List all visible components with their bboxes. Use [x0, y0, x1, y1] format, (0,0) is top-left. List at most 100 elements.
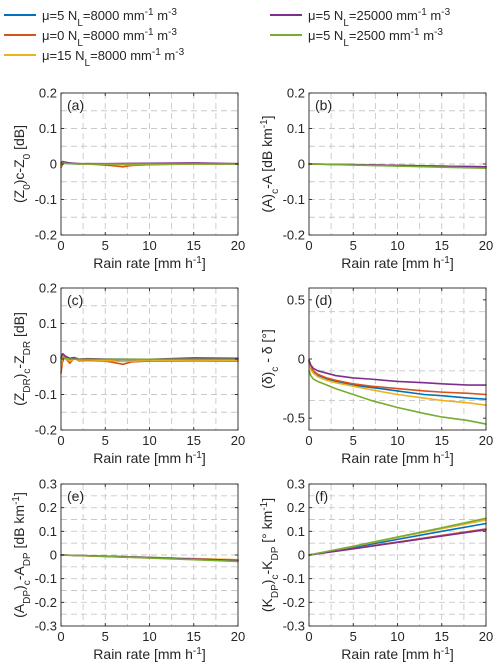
x-tick-label: 20 — [479, 433, 493, 448]
x-tick-label: 20 — [231, 629, 245, 644]
y-tick-label: 0.1 — [39, 121, 57, 136]
y-tick-label: 0 — [298, 352, 305, 367]
y-tick-label: 0.2 — [39, 86, 57, 101]
x-tick-label: 20 — [479, 629, 493, 644]
x-tick-label: 15 — [435, 433, 449, 448]
x-axis-label: Rain rate [mm h-1] — [341, 450, 453, 467]
y-tick-label: -0.5 — [283, 411, 305, 426]
x-tick-label: 5 — [350, 238, 357, 253]
legend-entry: μ=15 NL=8000 mm-1 m-3 — [4, 47, 185, 69]
y-axis-label: (Z0)c-Z0 [dB] — [11, 125, 33, 203]
x-tick-label: 20 — [231, 238, 245, 253]
y-tick-label: -0.1 — [35, 571, 57, 586]
y-tick-label: 0.5 — [287, 292, 305, 307]
legend-entry: μ=5 NL=8000 mm-1 m-3 — [4, 7, 177, 29]
x-tick-label: 5 — [102, 629, 109, 644]
x-tick-label: 0 — [57, 238, 64, 253]
x-tick-label: 15 — [187, 629, 201, 644]
series-line-4 — [308, 528, 487, 556]
y-tick-label: 0.2 — [39, 500, 57, 515]
x-tick-label: 0 — [57, 629, 64, 644]
y-tick-label: 0 — [298, 548, 305, 563]
legend-label: μ=5 NL=25000 mm-1 m-3 — [308, 7, 451, 29]
y-tick-label: -0.2 — [35, 423, 57, 438]
y-tick-label: -0.1 — [283, 571, 305, 586]
y-axis-label: (δ)c - δ [°] — [259, 329, 281, 389]
x-tick-label: 10 — [390, 629, 404, 644]
y-tick-label: 0.1 — [39, 524, 57, 539]
series-line-2 — [308, 359, 487, 396]
series-line-3 — [308, 361, 487, 406]
y-tick-label: 0.1 — [287, 524, 305, 539]
y-tick-label: -0.2 — [35, 595, 57, 610]
y-tick-label: 0.1 — [39, 316, 57, 331]
x-tick-label: 0 — [305, 238, 312, 253]
legend-label: μ=15 NL=8000 mm-1 m-3 — [42, 47, 185, 69]
panel-a: 0 5 10 15 20 -0.2 -0.1 0 0.1 0.2 Rain rate [mm h-1… — [11, 86, 245, 272]
series-line-5 — [60, 554, 239, 563]
y-tick-label: 0.2 — [287, 500, 305, 515]
legend-label: μ=5 NL=2500 mm-1 m-3 — [308, 27, 443, 49]
x-axis-label: Rain rate [mm h-1] — [93, 450, 205, 467]
x-tick-label: 0 — [57, 433, 64, 448]
x-tick-label: 10 — [390, 433, 404, 448]
y-tick-label: -0.1 — [283, 192, 305, 207]
y-tick-label: -0.2 — [283, 228, 305, 243]
y-tick-label: 0.1 — [287, 121, 305, 136]
y-axis-label: (ADP)c-ADP [dB km-1] — [11, 492, 33, 618]
y-tick-label: -0.3 — [283, 619, 305, 634]
x-tick-label: 15 — [435, 238, 449, 253]
y-tick-label: -0.2 — [35, 228, 57, 243]
y-axis-label: (KDP)c-KDP [° km-1] — [259, 498, 281, 612]
legend-label: μ=0 NL=8000 mm-1 m-3 — [42, 27, 177, 49]
legend-entry: μ=5 NL=25000 mm-1 m-3 — [270, 7, 451, 29]
panel-label: (f) — [315, 488, 328, 504]
y-axis-label: (A)c-A [dB km-1] — [259, 115, 281, 212]
x-tick-label: 10 — [142, 433, 156, 448]
x-tick-label: 5 — [102, 433, 109, 448]
panel-label: (a) — [67, 97, 84, 113]
legend-entry: μ=5 NL=2500 mm-1 m-3 — [270, 27, 443, 49]
series-line-5 — [60, 356, 239, 361]
panel-label: (b) — [315, 97, 332, 113]
legend-entry: μ=0 NL=8000 mm-1 m-3 — [4, 27, 177, 49]
x-tick-label: 15 — [187, 238, 201, 253]
panel-f: 0 5 10 15 20 -0.3 -0.2 -0.1 0 0.1 0.2 0.3 Rain rate … — [259, 477, 494, 663]
panel-b: 0 5 10 15 20 -0.2 -0.1 0 0.1 0.2 Rain rate [mm h-1… — [259, 86, 494, 272]
series-line-5 — [60, 162, 239, 165]
y-tick-label: 0.3 — [287, 477, 305, 492]
y-tick-label: -0.2 — [283, 595, 305, 610]
x-tick-label: 0 — [305, 629, 312, 644]
series-line-5 — [308, 163, 487, 170]
panel-label: (d) — [315, 292, 332, 308]
y-tick-label: 0 — [50, 352, 57, 367]
legend-label: μ=5 NL=8000 mm-1 m-3 — [42, 7, 177, 29]
y-tick-label: -0.1 — [35, 192, 57, 207]
x-tick-label: 10 — [390, 238, 404, 253]
x-tick-label: 5 — [350, 433, 357, 448]
y-tick-label: 0 — [298, 157, 305, 172]
x-axis-label: Rain rate [mm h-1] — [93, 255, 205, 272]
x-axis-label: Rain rate [mm h-1] — [341, 255, 453, 272]
panel-label: (c) — [67, 292, 83, 308]
x-axis-label: Rain rate [mm h-1] — [341, 646, 453, 663]
legend: μ=5 NL=8000 mm-1 m-3μ=0 NL=8000 mm-1 m-3… — [4, 7, 451, 69]
x-tick-label: 10 — [142, 629, 156, 644]
panels: 0 5 10 15 20 -0.2 -0.1 0 0.1 0.2 Rain rate [mm h-1… — [11, 86, 494, 663]
y-tick-label: 0.2 — [287, 86, 305, 101]
series-line-5 — [308, 517, 487, 556]
y-tick-label: -0.3 — [35, 619, 57, 634]
x-axis-label: Rain rate [mm h-1] — [93, 646, 205, 663]
y-tick-label: 0 — [50, 548, 57, 563]
series-line-4 — [308, 359, 487, 386]
x-tick-label: 20 — [231, 433, 245, 448]
panel-c: 0 5 10 15 20 -0.2 -0.1 0 0.1 0.2 Rain rate [mm h-1… — [11, 281, 245, 467]
y-tick-label: 0 — [50, 157, 57, 172]
x-tick-label: 5 — [102, 238, 109, 253]
y-tick-label: -0.1 — [35, 387, 57, 402]
y-tick-label: 0.2 — [39, 281, 57, 296]
y-tick-label: 0.3 — [39, 477, 57, 492]
series-line-5 — [308, 370, 487, 425]
x-tick-label: 20 — [479, 238, 493, 253]
